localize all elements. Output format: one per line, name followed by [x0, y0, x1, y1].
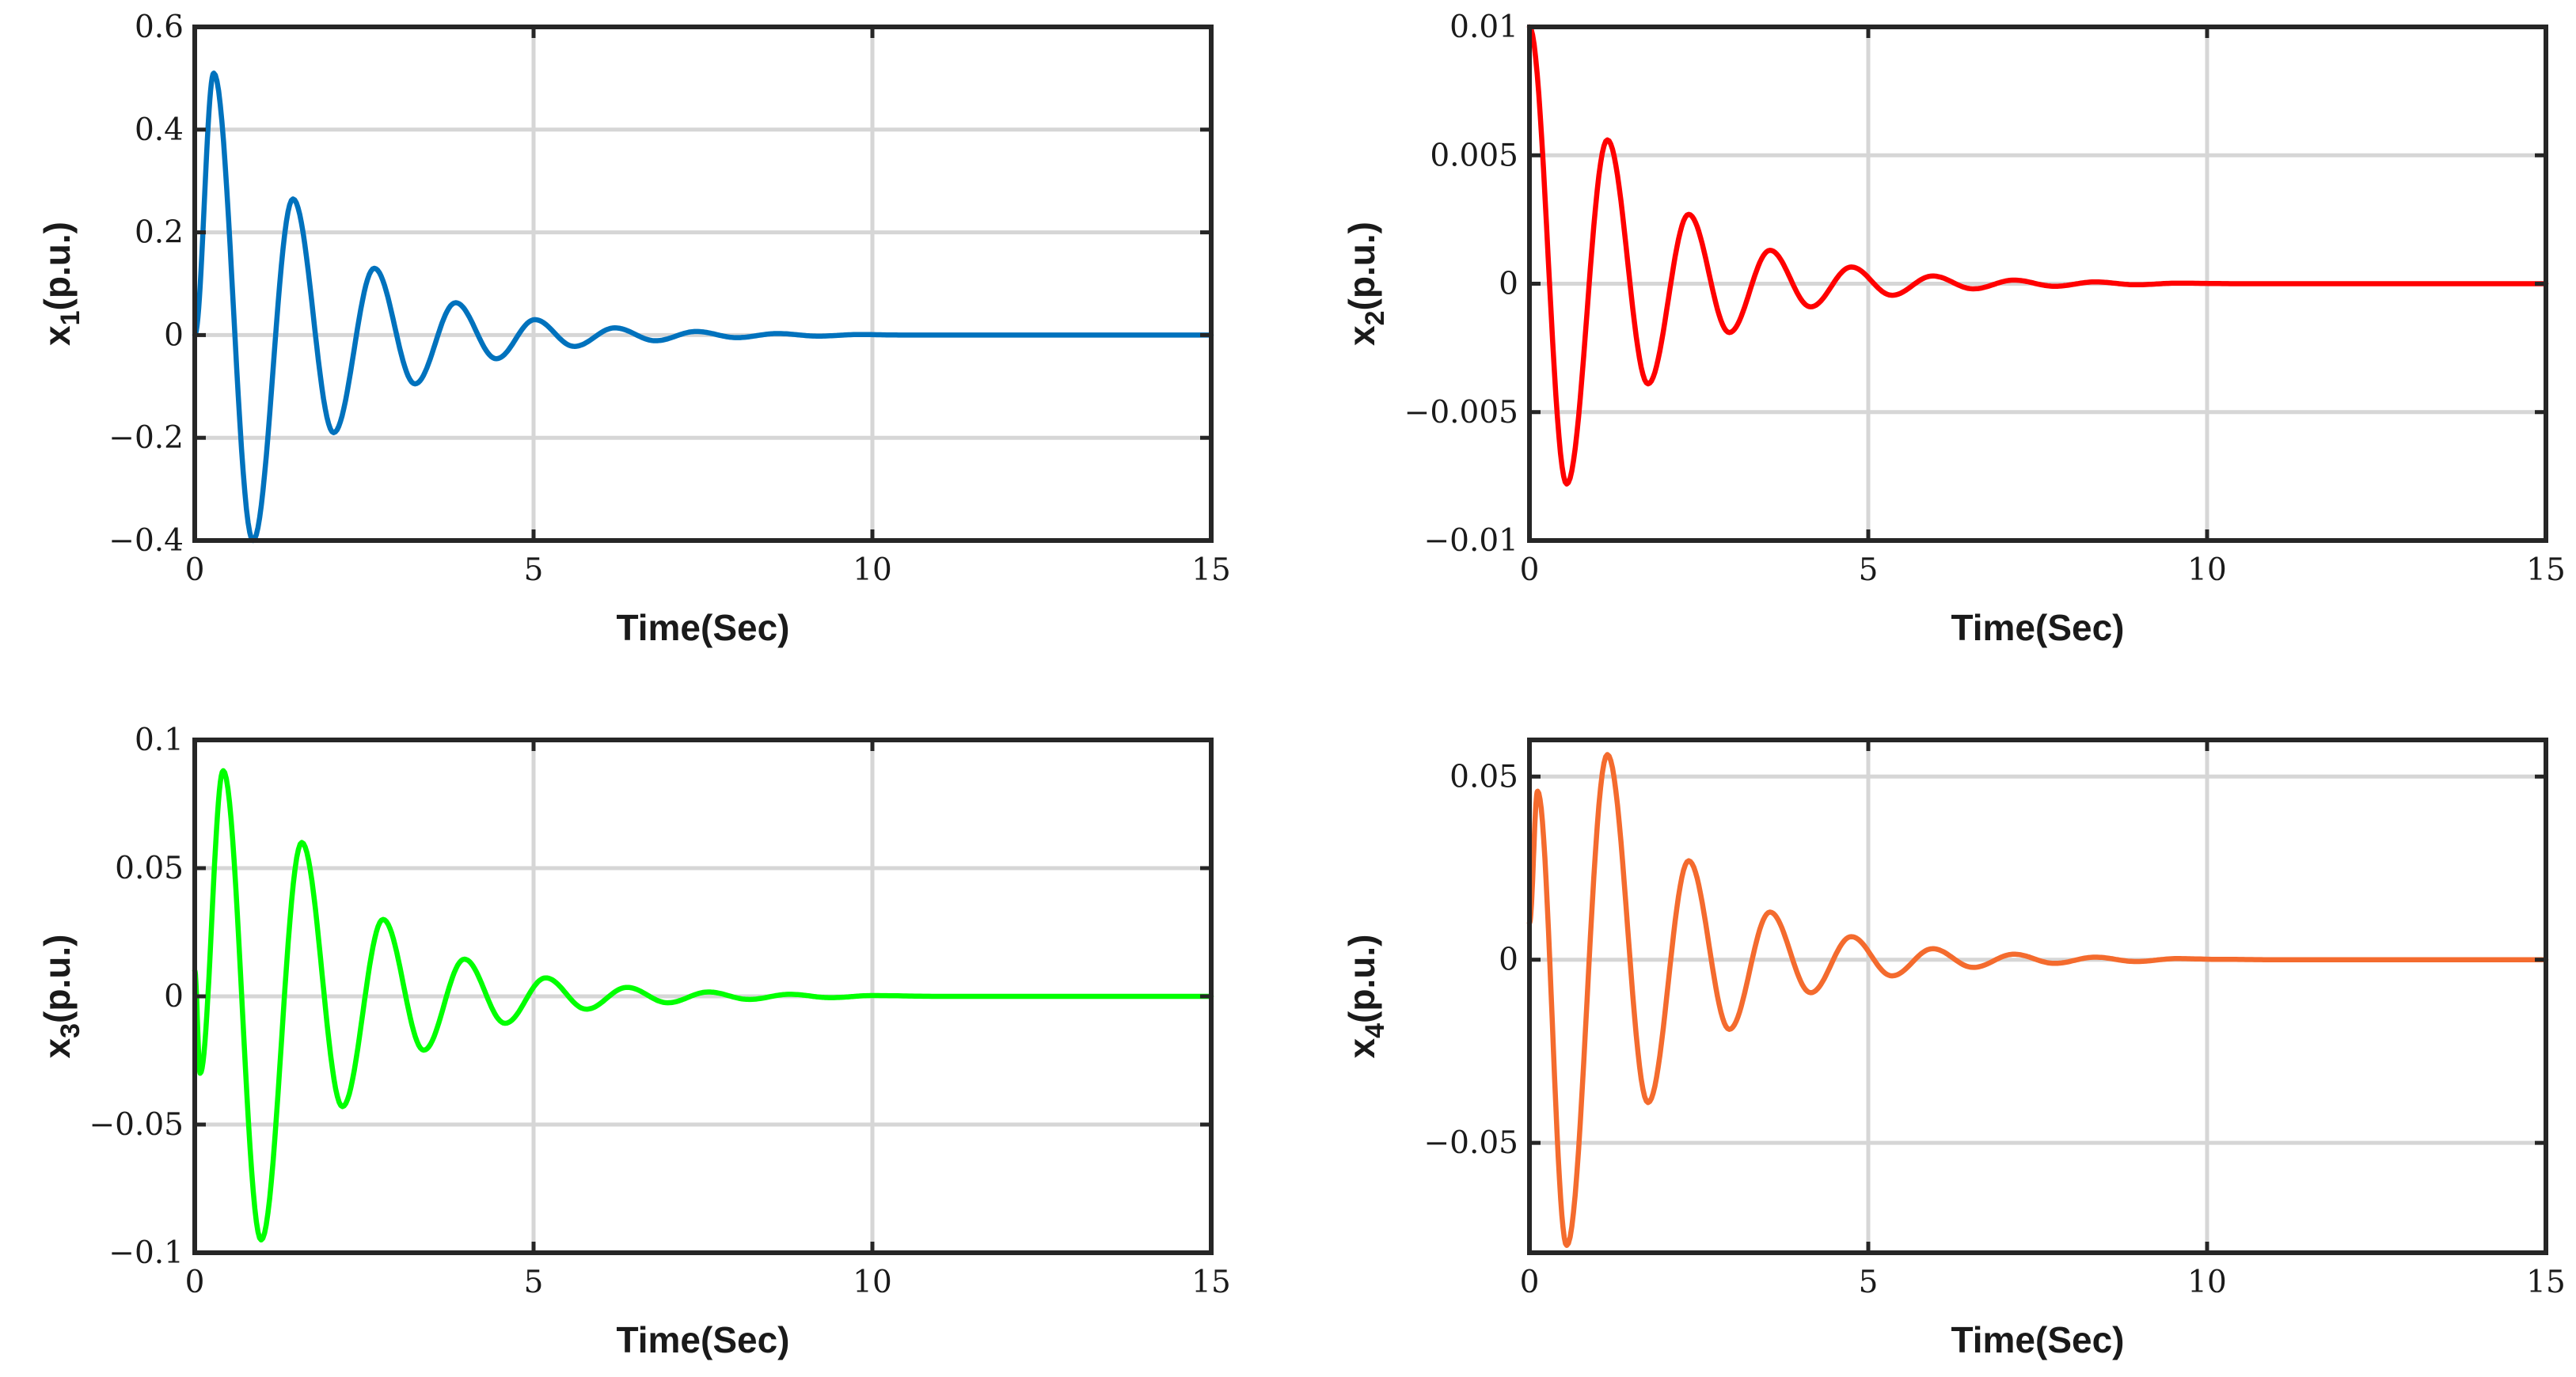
x-tick-label: 5 [1859, 1265, 1879, 1300]
y-tick-label: 0.2 [135, 215, 184, 251]
y-axis-title: x2(p.u.) [1341, 222, 1390, 346]
y-tick-label: −0.05 [89, 1107, 184, 1143]
x-tick-label: 10 [2187, 1265, 2227, 1300]
chart-panel-2: 0 5 10 15 −0.01 −0.005 0 0.005 0.01 Time(Sec) x2(p… [1341, 9, 2566, 648]
chart-panel-3: 0 5 10 15 −0.1 −0.05 0 0.05 0.1 Time(Sec) x3(p.u.) [36, 723, 1231, 1360]
y-tick-label: −0.005 [1404, 395, 1518, 431]
x-tick-label: 5 [524, 1265, 544, 1300]
y-tick-label: −0.2 [108, 420, 184, 456]
x-tick-label: 0 [185, 1265, 205, 1300]
y-axis-title: x1(p.u.) [36, 222, 85, 346]
series-line-x1 [192, 70, 1214, 544]
x-tick-label: 0 [185, 552, 205, 588]
axes-frame [1527, 738, 2548, 1255]
y-axis-title: x3(p.u.) [36, 935, 85, 1059]
series-line-x4 [1526, 752, 2549, 1248]
y-tick-label: 0 [1499, 267, 1518, 302]
x-tick-label: 15 [1191, 552, 1231, 588]
x-tick-label: 5 [1859, 552, 1879, 588]
y-tick-label: 0 [164, 979, 184, 1015]
x-tick-label: 0 [1520, 1265, 1540, 1300]
y-tick-label: −0.05 [1423, 1125, 1518, 1161]
x-axis-title: Time(Sec) [1951, 1319, 2124, 1360]
y-tick-label: 0.01 [1449, 9, 1518, 45]
y-tick-label: −0.4 [108, 523, 184, 559]
x-axis-title: Time(Sec) [616, 1319, 789, 1360]
x-tick-label: 15 [1191, 1265, 1231, 1300]
y-tick-label: 0.005 [1430, 138, 1518, 173]
series-line-x3 [192, 768, 1214, 1243]
y-tick-label: 0 [1499, 943, 1518, 978]
chart-panel-4: 0 5 10 15 −0.05 0 0.05 Time(Sec) x4(p.u.) [1341, 738, 2566, 1360]
y-tick-label: −0.1 [108, 1235, 184, 1271]
series-line-x2 [1526, 24, 2549, 487]
y-tick-label: 0.4 [135, 112, 184, 148]
x-tick-label: 0 [1520, 552, 1540, 588]
x-tick-label: 10 [853, 1265, 892, 1300]
y-tick-label: −0.01 [1423, 523, 1518, 559]
x-tick-label: 15 [2526, 552, 2566, 588]
y-tick-label: 0.05 [1449, 759, 1518, 795]
x-tick-label: 15 [2526, 1265, 2566, 1300]
y-tick-label: 0.1 [135, 723, 184, 758]
y-tick-label: 0.05 [115, 851, 184, 886]
x-tick-label: 5 [524, 552, 544, 588]
x-axis-title: Time(Sec) [616, 607, 789, 648]
chart-panel-1: 0 5 10 15 −0.4 −0.2 0 0.2 0.4 0.6 Time(Sec) x1(p.u.… [36, 9, 1231, 648]
y-axis-title: x4(p.u.) [1341, 935, 1390, 1059]
x-tick-label: 10 [853, 552, 892, 588]
x-axis-title: Time(Sec) [1951, 607, 2124, 648]
x-tick-label: 10 [2187, 552, 2227, 588]
y-tick-label: 0 [164, 317, 184, 353]
y-tick-label: 0.6 [135, 9, 184, 45]
axes-frame [192, 25, 1214, 543]
